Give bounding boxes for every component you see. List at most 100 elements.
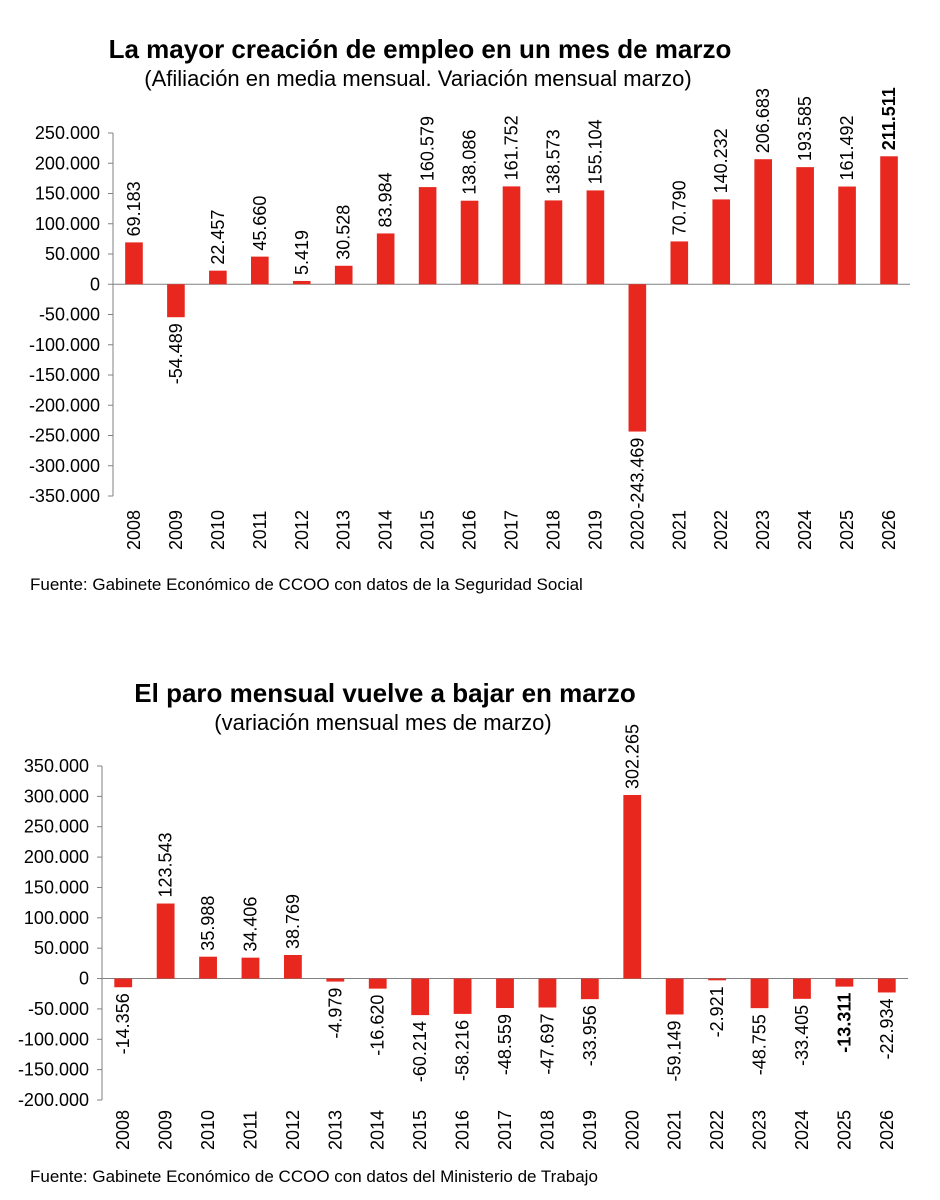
chart-title: La mayor creación de empleo en un mes de… <box>109 34 732 64</box>
bar-2014 <box>376 233 395 285</box>
chart-subtitle: (variación mensual mes de marzo) <box>214 710 551 735</box>
bar-2023 <box>754 159 772 285</box>
bar-2019 <box>586 190 605 285</box>
bar-2022 <box>712 199 731 285</box>
data-label-2025: 161.492 <box>837 115 857 180</box>
bar-2011 <box>241 957 260 979</box>
bar-2008 <box>114 978 133 988</box>
data-label-2008: 69.183 <box>124 181 144 236</box>
category-label-2013: 2013 <box>325 1110 345 1150</box>
data-label-2010: 35.988 <box>198 896 218 951</box>
bar-2021 <box>670 241 689 285</box>
data-label-2020: -243.469 <box>627 438 647 509</box>
bar-2009 <box>156 903 175 979</box>
bar-2015 <box>411 978 430 1016</box>
bar-2017 <box>496 978 514 1009</box>
bar-2010 <box>209 270 227 285</box>
category-label-2012: 2012 <box>283 1110 303 1150</box>
category-label-2020: 2020 <box>622 1110 642 1150</box>
category-label-2026: 2026 <box>877 1110 897 1150</box>
category-label-2015: 2015 <box>410 1110 430 1150</box>
chart-source: Fuente: Gabinete Económico de CCOO con d… <box>30 575 583 594</box>
bar-2018 <box>544 200 563 285</box>
chart-title: El paro mensual vuelve a bajar en marzo <box>134 678 635 708</box>
category-label-2017: 2017 <box>495 1110 515 1150</box>
category-label-2024: 2024 <box>792 1110 812 1150</box>
y-tick-label: 0 <box>90 274 100 294</box>
data-label-2024: 193.585 <box>795 96 815 161</box>
category-label-2022: 2022 <box>707 1110 727 1150</box>
y-tick-label: 250.000 <box>24 817 89 837</box>
category-label-2011: 2011 <box>250 511 270 550</box>
y-tick-label: -50.000 <box>39 305 100 325</box>
bar-2018 <box>538 978 557 1008</box>
category-label-2021: 2021 <box>669 510 689 550</box>
data-label-2013: 30.528 <box>334 205 354 260</box>
y-tick-label: 350.000 <box>24 756 89 776</box>
data-label-2009: 123.543 <box>156 832 176 897</box>
bar-2023 <box>750 978 769 1009</box>
bar-2021 <box>665 978 684 1015</box>
data-label-2014: 83.984 <box>376 172 396 227</box>
bar-2008 <box>125 242 143 285</box>
data-label-2021: 70.790 <box>669 180 689 235</box>
category-label-2016: 2016 <box>453 1110 473 1150</box>
data-label-2023: 206.683 <box>753 88 773 153</box>
data-label-2009: -54.489 <box>166 323 186 384</box>
chart-subtitle: (Afiliación en media mensual. Variación … <box>144 66 691 91</box>
y-tick-label: 100.000 <box>35 214 100 234</box>
category-label-2023: 2023 <box>750 1110 770 1150</box>
category-label-2008: 2008 <box>124 510 144 550</box>
data-label-2023: -48.755 <box>750 1014 770 1075</box>
data-label-2020: 302.265 <box>622 724 642 789</box>
data-label-2018: -47.697 <box>537 1014 557 1075</box>
y-tick-label: 0 <box>79 969 89 989</box>
category-label-2022: 2022 <box>711 510 731 550</box>
bar-2020 <box>623 794 642 979</box>
data-label-2022: -2.921 <box>707 986 727 1037</box>
y-tick-label: -350.000 <box>29 486 100 506</box>
bar-2014 <box>368 978 387 989</box>
bar-2011 <box>251 256 269 285</box>
data-label-2012: 38.769 <box>283 894 303 949</box>
category-label-2016: 2016 <box>460 510 480 550</box>
bar-2025 <box>835 978 854 987</box>
bar-2013 <box>334 265 353 285</box>
data-label-2015: 160.579 <box>418 116 438 181</box>
category-label-2025: 2025 <box>837 510 857 550</box>
category-label-2018: 2018 <box>543 510 563 550</box>
y-tick-label: 100.000 <box>24 908 89 928</box>
y-tick-label: -150.000 <box>29 365 100 385</box>
y-tick-label: -250.000 <box>29 426 100 446</box>
bar-2020 <box>628 284 647 432</box>
data-label-2026: 211.511 <box>879 87 899 150</box>
data-label-2017: -48.559 <box>495 1014 515 1075</box>
category-label-2009: 2009 <box>166 510 186 550</box>
category-label-2019: 2019 <box>585 510 605 550</box>
bar-2012 <box>292 280 311 285</box>
y-tick-label: 200.000 <box>35 153 100 173</box>
y-tick-label: -100.000 <box>18 1029 89 1049</box>
category-label-2010: 2010 <box>208 510 228 550</box>
y-tick-label: -50.000 <box>28 999 89 1019</box>
category-label-2014: 2014 <box>368 1110 388 1150</box>
data-label-2019: 155.104 <box>585 119 605 184</box>
bar-2026 <box>877 978 896 993</box>
bar-2015 <box>418 187 437 285</box>
bar-2024 <box>796 167 814 285</box>
category-label-2021: 2021 <box>665 1110 685 1150</box>
data-label-2016: 138.086 <box>460 130 480 195</box>
data-label-2018: 138.573 <box>543 129 563 194</box>
category-label-2018: 2018 <box>537 1110 557 1150</box>
y-tick-label: 250.000 <box>35 123 100 143</box>
category-label-2010: 2010 <box>198 1110 218 1150</box>
y-tick-label: 50.000 <box>34 938 89 958</box>
bar-2017 <box>502 186 521 285</box>
y-tick-label: 50.000 <box>45 244 100 264</box>
category-label-2011: 2011 <box>240 1111 260 1150</box>
y-tick-label: -200.000 <box>29 395 100 415</box>
chart-1: La mayor creación de empleo en un mes de… <box>29 34 910 594</box>
category-label-2020: 2020 <box>627 510 647 550</box>
bar-2025 <box>838 186 856 285</box>
